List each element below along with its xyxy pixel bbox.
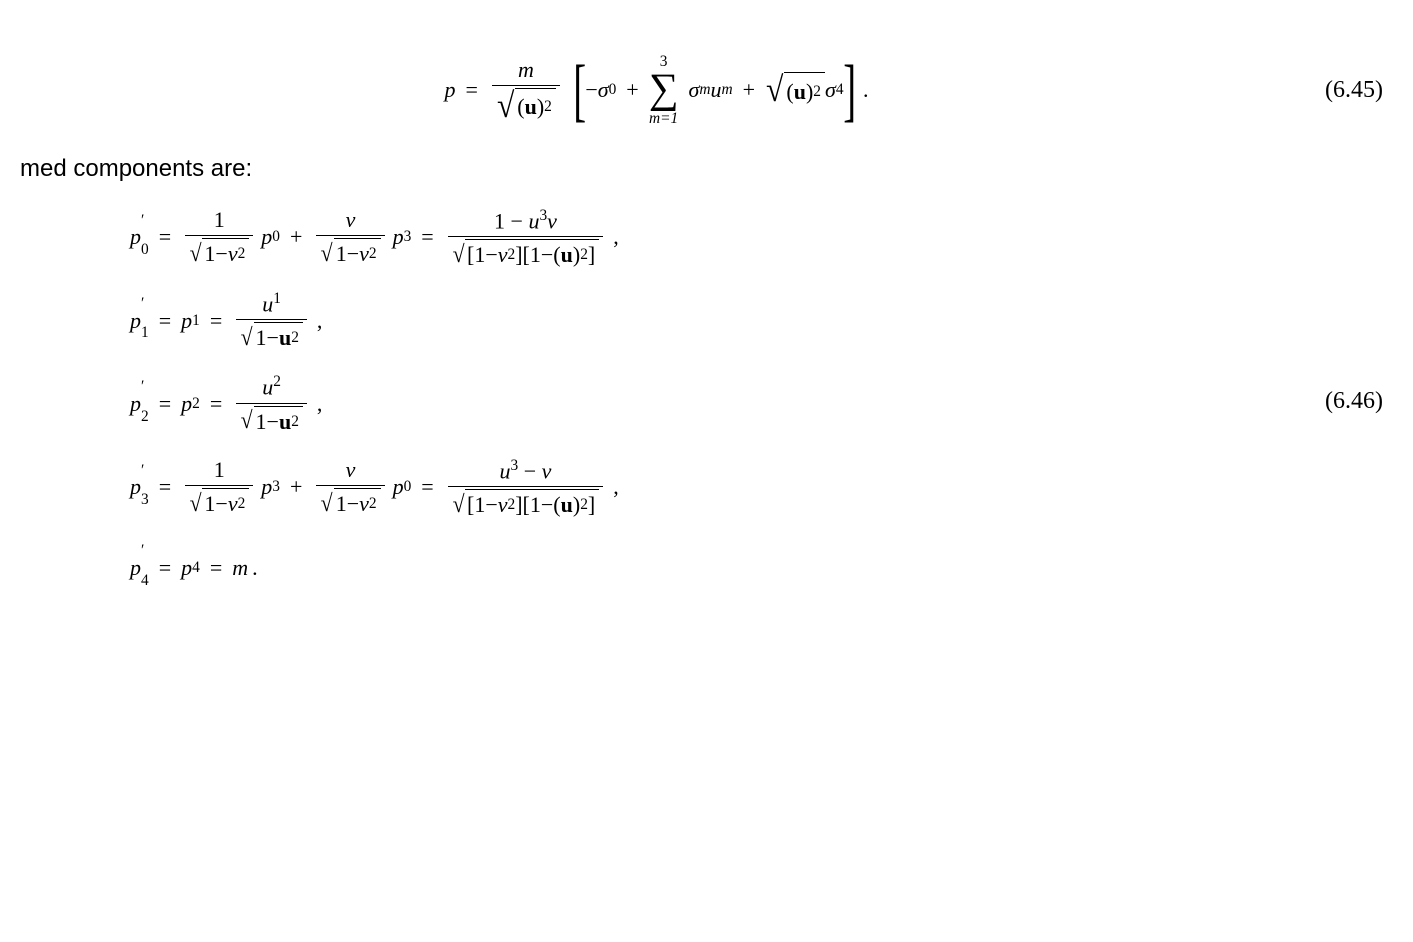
- period: .: [859, 77, 869, 103]
- equation-number-646: (6.46): [1293, 388, 1393, 415]
- var-p: p: [445, 77, 456, 103]
- eq-line-p0: p′0 = 1 √1 − v2 p0 + v √1 − v2: [130, 207, 619, 268]
- eq-line-p2: p′2 = p2 = u2 √1 − u2 ,: [130, 373, 322, 434]
- equation-646: p′0 = 1 √1 − v2 p0 + v √1 − v2: [20, 207, 1393, 596]
- sigma4: σ: [825, 77, 836, 103]
- sigma-m: σ: [689, 77, 700, 103]
- plus: +: [626, 77, 638, 103]
- summation: 3 ∑ m=1: [649, 54, 679, 127]
- equals: =: [466, 77, 478, 103]
- minus: −: [585, 77, 597, 103]
- sqrt-u2: √ (u)2: [496, 88, 556, 124]
- equation-645-body: p = m √ (u)2 [ − σ0 + 3 ∑ m: [20, 54, 1293, 127]
- equation-645: p = m √ (u)2 [ − σ0 + 3 ∑ m: [20, 54, 1393, 127]
- frac-m-over-sqrt-u2: m √ (u)2: [492, 57, 560, 124]
- eq-line-p4: p′4 = p4 = m .: [130, 540, 258, 596]
- sigma-sum-icon: ∑: [649, 69, 679, 111]
- eq-expr: p = m √ (u)2 [ − σ0 + 3 ∑ m: [445, 54, 869, 127]
- sum-lower: m=1: [649, 111, 678, 126]
- sup-m2: m: [722, 81, 733, 99]
- prose-line: med components are:: [20, 155, 1393, 183]
- eq-line-p3: p′3 = 1 √1 − v2 p3 + v √1 − v2: [130, 457, 619, 518]
- sigma0: σ: [598, 77, 609, 103]
- sup-0: 0: [609, 81, 617, 99]
- eq-line-p1: p′1 = p1 = u1 √1 − u2 ,: [130, 290, 322, 351]
- sup-m: m: [699, 81, 710, 99]
- u-m: u: [711, 77, 722, 103]
- mass-m: m: [514, 57, 538, 85]
- sqrt-u2-b: √ (u)2: [765, 72, 825, 108]
- equation-number-645: (6.45): [1293, 77, 1393, 104]
- equation-646-lines: p′0 = 1 √1 − v2 p0 + v √1 − v2: [130, 207, 1293, 596]
- right-bracket-icon: ]: [843, 55, 856, 125]
- plus2: +: [743, 77, 755, 103]
- left-bracket-icon: [: [573, 55, 586, 125]
